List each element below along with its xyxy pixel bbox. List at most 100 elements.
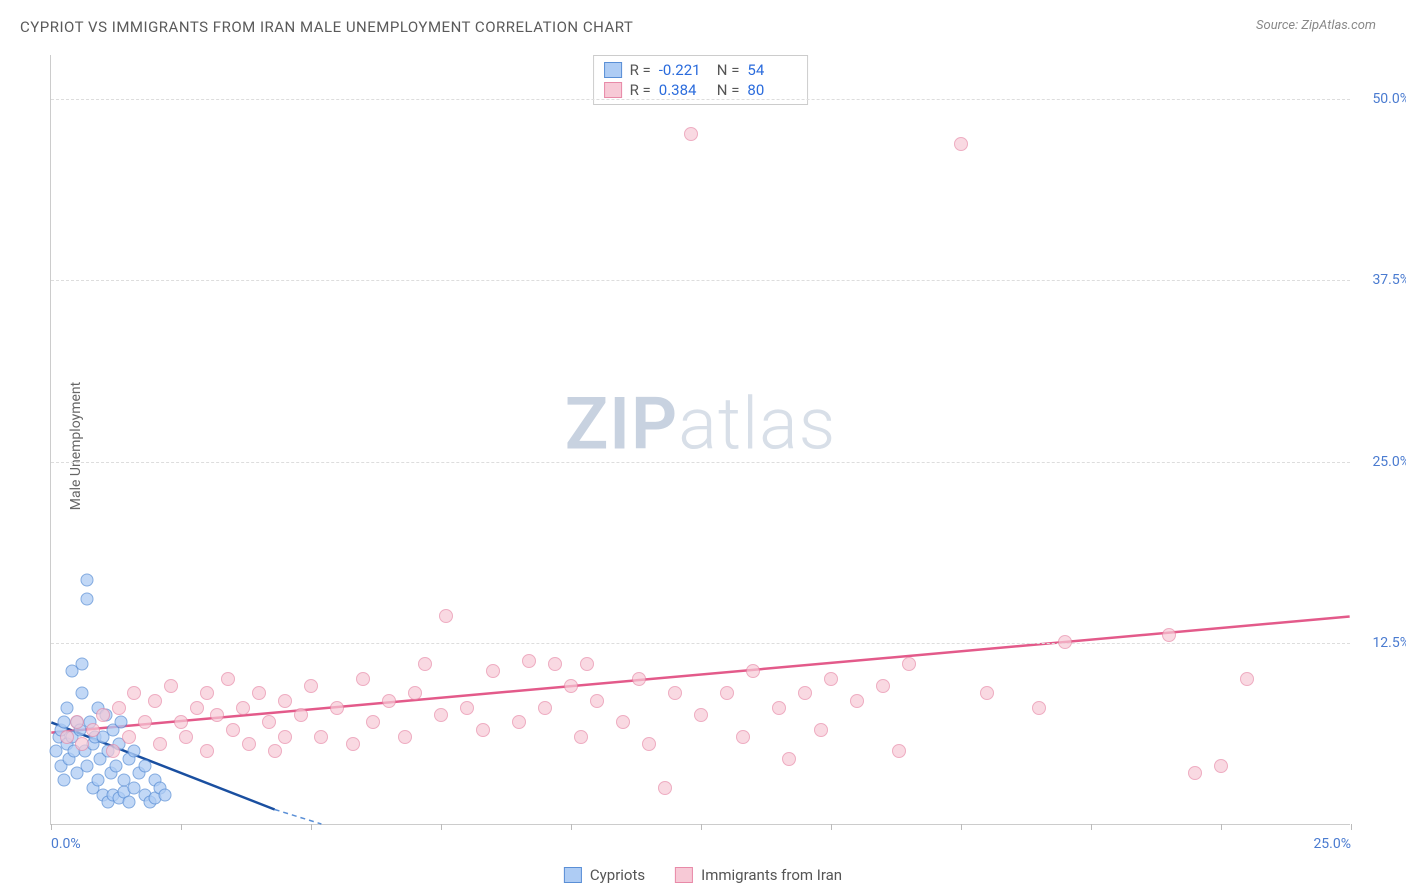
legend-item: Immigrants from Iran <box>675 866 842 884</box>
watermark: ZIPatlas <box>565 382 837 467</box>
data-point <box>632 672 646 686</box>
data-point <box>210 708 224 722</box>
data-point <box>221 672 235 686</box>
data-point <box>128 745 141 758</box>
x-tick <box>831 824 832 830</box>
data-point <box>548 657 562 671</box>
legend-swatch <box>675 867 693 883</box>
data-point <box>824 672 838 686</box>
x-tick <box>1221 824 1222 830</box>
data-point <box>58 774 71 787</box>
data-point <box>814 723 828 737</box>
data-point <box>954 137 968 151</box>
trend-line <box>275 809 322 824</box>
data-point <box>668 686 682 700</box>
data-point <box>876 679 890 693</box>
data-point <box>96 708 110 722</box>
data-point <box>486 664 500 678</box>
data-point <box>346 737 360 751</box>
x-tick <box>181 824 182 830</box>
data-point <box>512 715 526 729</box>
data-point <box>91 774 104 787</box>
data-point <box>76 687 89 700</box>
data-point <box>330 701 344 715</box>
legend-swatch <box>564 867 582 883</box>
data-point <box>434 708 448 722</box>
data-point <box>564 679 578 693</box>
data-point <box>616 715 630 729</box>
x-tick <box>571 824 572 830</box>
r-value: 0.384 <box>659 81 709 99</box>
gridline <box>51 280 1350 281</box>
data-point <box>278 730 292 744</box>
data-point <box>782 752 796 766</box>
data-point <box>174 715 188 729</box>
data-point <box>153 737 167 751</box>
data-point <box>86 723 100 737</box>
data-point <box>81 573 94 586</box>
x-tick <box>441 824 442 830</box>
data-point <box>1188 766 1202 780</box>
data-point <box>439 609 453 623</box>
gridline <box>51 99 1350 100</box>
data-point <box>1162 628 1176 642</box>
r-label: R = <box>630 61 651 79</box>
x-tick <box>1351 824 1352 830</box>
data-point <box>76 658 89 671</box>
data-point <box>574 730 588 744</box>
data-point <box>398 730 412 744</box>
data-point <box>226 723 240 737</box>
legend-label: Immigrants from Iran <box>701 866 842 884</box>
data-point <box>278 694 292 708</box>
y-tick-label: 12.5% <box>1372 635 1406 651</box>
data-point <box>476 723 490 737</box>
data-point <box>356 672 370 686</box>
gridline <box>51 462 1350 463</box>
y-tick-label: 37.5% <box>1372 272 1406 288</box>
data-point <box>850 694 864 708</box>
watermark-atlas: atlas <box>678 382 836 467</box>
data-point <box>106 744 120 758</box>
data-point <box>892 744 906 758</box>
n-label: N = <box>717 81 740 99</box>
stats-row: R = 0.384 N = 80 <box>604 80 798 100</box>
data-point <box>408 686 422 700</box>
n-value: 80 <box>747 81 797 99</box>
y-tick-label: 50.0% <box>1372 91 1406 107</box>
data-point <box>159 788 172 801</box>
data-point <box>314 730 328 744</box>
data-point <box>418 657 432 671</box>
correlation-stats-box: R =-0.221N =54R =0.384N =80 <box>593 55 809 105</box>
x-tick <box>311 824 312 830</box>
data-point <box>1240 672 1254 686</box>
data-point <box>190 701 204 715</box>
data-point <box>642 737 656 751</box>
data-point <box>200 744 214 758</box>
data-point <box>902 657 916 671</box>
legend-swatch <box>604 62 622 78</box>
data-point <box>694 708 708 722</box>
data-point <box>980 686 994 700</box>
legend-label: Cypriots <box>590 866 645 884</box>
data-point <box>81 759 94 772</box>
data-point <box>138 759 151 772</box>
data-point <box>746 664 760 678</box>
x-tick <box>51 824 52 830</box>
data-point <box>366 715 380 729</box>
plot-area: ZIPatlas R =-0.221N =54R =0.384N =80 12.… <box>50 55 1350 825</box>
r-value: -0.221 <box>659 61 709 79</box>
data-point <box>538 701 552 715</box>
stats-row: R =-0.221N =54 <box>604 60 798 80</box>
x-tick-label: 25.0% <box>1313 836 1351 852</box>
r-label: R = <box>630 81 651 99</box>
n-label: N = <box>717 61 740 79</box>
data-point <box>590 694 604 708</box>
data-point <box>772 701 786 715</box>
x-tick <box>701 824 702 830</box>
data-point <box>81 592 94 605</box>
x-tick <box>961 824 962 830</box>
chart-title: CYPRIOT VS IMMIGRANTS FROM IRAN MALE UNE… <box>20 18 633 36</box>
data-point <box>684 127 698 141</box>
data-point <box>122 730 136 744</box>
data-point <box>110 759 123 772</box>
